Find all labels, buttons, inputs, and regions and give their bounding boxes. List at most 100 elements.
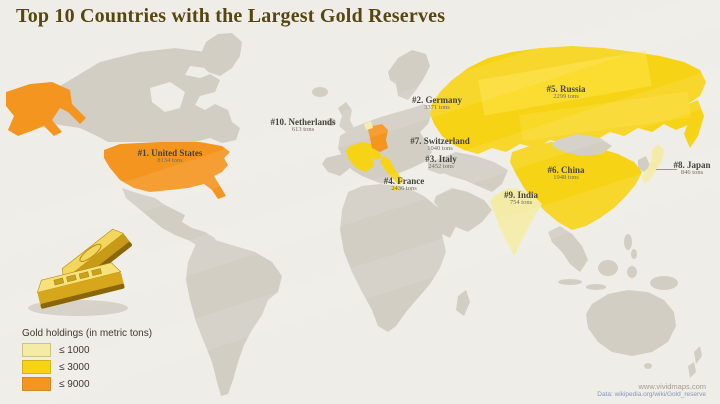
country-rank: #4. — [383, 176, 395, 186]
country-shape-switzerland — [372, 152, 382, 160]
gold-bars-illustration — [28, 228, 132, 316]
country-rank: #6. — [547, 165, 559, 175]
gold-bar-sheen-russia — [478, 50, 652, 116]
country-tons: 613 tons — [291, 126, 315, 134]
island-new-guinea — [650, 276, 678, 290]
label-china: #6. China 1948 tons — [547, 165, 585, 182]
region-mongolia — [552, 134, 612, 156]
region-arabia — [434, 188, 492, 232]
footer-data-source: Data: wikipedia.org/wiki/Gold_reserve — [597, 391, 706, 398]
country-shape-france — [346, 142, 378, 172]
country-shape-russia — [430, 46, 706, 154]
label-germany: #2. Germany 3371 tons — [412, 95, 463, 112]
label-united-states: #1. United States 8134 tons — [137, 148, 203, 165]
region-korea — [638, 156, 650, 172]
region-scandinavia — [388, 50, 430, 100]
hudson-bay — [150, 82, 185, 112]
island-java — [586, 284, 606, 290]
country-rank: #9. — [503, 190, 516, 200]
country-shape-italy — [380, 156, 404, 184]
island-tasmania — [644, 363, 652, 369]
legend-label: ≤ 1000 — [59, 344, 90, 356]
island-philippines-south — [631, 249, 637, 259]
legend-swatch-yellow — [22, 360, 51, 374]
country-tons: 754 tons — [509, 199, 533, 207]
country-shape-russia-kamchatka — [684, 100, 704, 148]
label-switzerland: #7. Switzerland 1040 tons — [410, 136, 470, 153]
island-new-zealand-south — [688, 362, 696, 378]
country-tons: 1948 tons — [553, 174, 579, 182]
japan-connector-line — [656, 169, 677, 170]
label-france: #4. France 2436 tons — [383, 176, 425, 193]
continent-greenland — [200, 33, 242, 76]
island-philippines — [624, 234, 632, 250]
country-name: India — [517, 190, 539, 200]
country-tons: 8134 tons — [157, 157, 183, 165]
label-italy: #3. Italy 2452 tons — [425, 154, 457, 171]
label-russia: #5. Russia 2299 tons — [546, 84, 586, 101]
country-tons: 2299 tons — [553, 93, 579, 101]
region-southeast-asia — [548, 226, 588, 272]
country-name: Germany — [425, 95, 463, 105]
island-sicily — [392, 185, 400, 191]
continent-africa — [340, 184, 456, 332]
country-shape-china — [510, 142, 642, 230]
label-india: #9. India 754 tons — [503, 190, 539, 207]
country-tons: 2452 tons — [428, 163, 454, 171]
country-rank: #10. — [270, 117, 287, 127]
country-shape-netherlands — [364, 121, 373, 130]
country-name: Switzerland — [423, 136, 470, 146]
legend-swatch-pale — [22, 343, 51, 357]
country-rank: #2. — [412, 95, 424, 105]
island-sumatra — [558, 279, 582, 285]
country-rank: #1. — [137, 148, 149, 158]
region-central-asia — [436, 152, 508, 192]
island-iceland — [312, 87, 328, 97]
country-shape-india — [490, 188, 542, 256]
country-name: Russia — [559, 84, 586, 94]
country-tons: 846 tons — [680, 169, 704, 177]
island-britain — [338, 102, 354, 132]
legend-label: ≤ 3000 — [59, 361, 90, 373]
country-rank: #3. — [425, 154, 437, 164]
label-netherlands: #10. Netherlands 613 tons — [270, 117, 336, 134]
country-shape-japan — [642, 144, 664, 184]
country-tons: 2436 tons — [391, 185, 417, 193]
island-sulawesi — [627, 266, 637, 278]
legend-row-1000: ≤ 1000 — [22, 343, 152, 357]
island-borneo — [598, 260, 618, 276]
country-name: Netherlands — [288, 117, 336, 127]
footer-site-url: www.vividmaps.com — [638, 382, 706, 391]
continent-australia — [586, 290, 676, 356]
label-japan: #8. Japan 846 tons — [673, 160, 711, 177]
country-shape-alaska — [6, 82, 86, 136]
country-name: France — [397, 176, 425, 186]
legend-label: ≤ 9000 — [59, 378, 90, 390]
country-name: United States — [151, 148, 203, 158]
country-tons: 3371 tons — [424, 104, 450, 112]
country-rank: #7. — [410, 136, 422, 146]
island-ireland — [326, 118, 336, 126]
footer: www.vividmaps.com Data: wikipedia.org/wi… — [597, 382, 706, 398]
island-new-zealand-north — [694, 346, 702, 364]
region-mexico-central-america — [122, 188, 218, 252]
page-title: Top 10 Countries with the Largest Gold R… — [16, 5, 446, 27]
country-name: Japan — [686, 160, 711, 170]
country-name: Italy — [438, 154, 457, 164]
country-rank: #5. — [546, 84, 558, 94]
country-shape-united-states — [104, 142, 230, 199]
legend-title: Gold holdings (in metric tons) — [22, 328, 153, 339]
region-iberia — [322, 154, 352, 176]
continent-south-america — [186, 240, 282, 396]
country-name: China — [560, 165, 585, 175]
country-tons: 1040 tons — [427, 145, 453, 153]
gold-bar-front — [36, 262, 125, 309]
country-shape-germany — [368, 124, 388, 152]
legend: Gold holdings (in metric tons) ≤ 1000 ≤ … — [22, 328, 152, 394]
legend-swatch-orange — [22, 377, 51, 391]
legend-row-9000: ≤ 9000 — [22, 377, 152, 391]
island-madagascar — [456, 290, 470, 316]
